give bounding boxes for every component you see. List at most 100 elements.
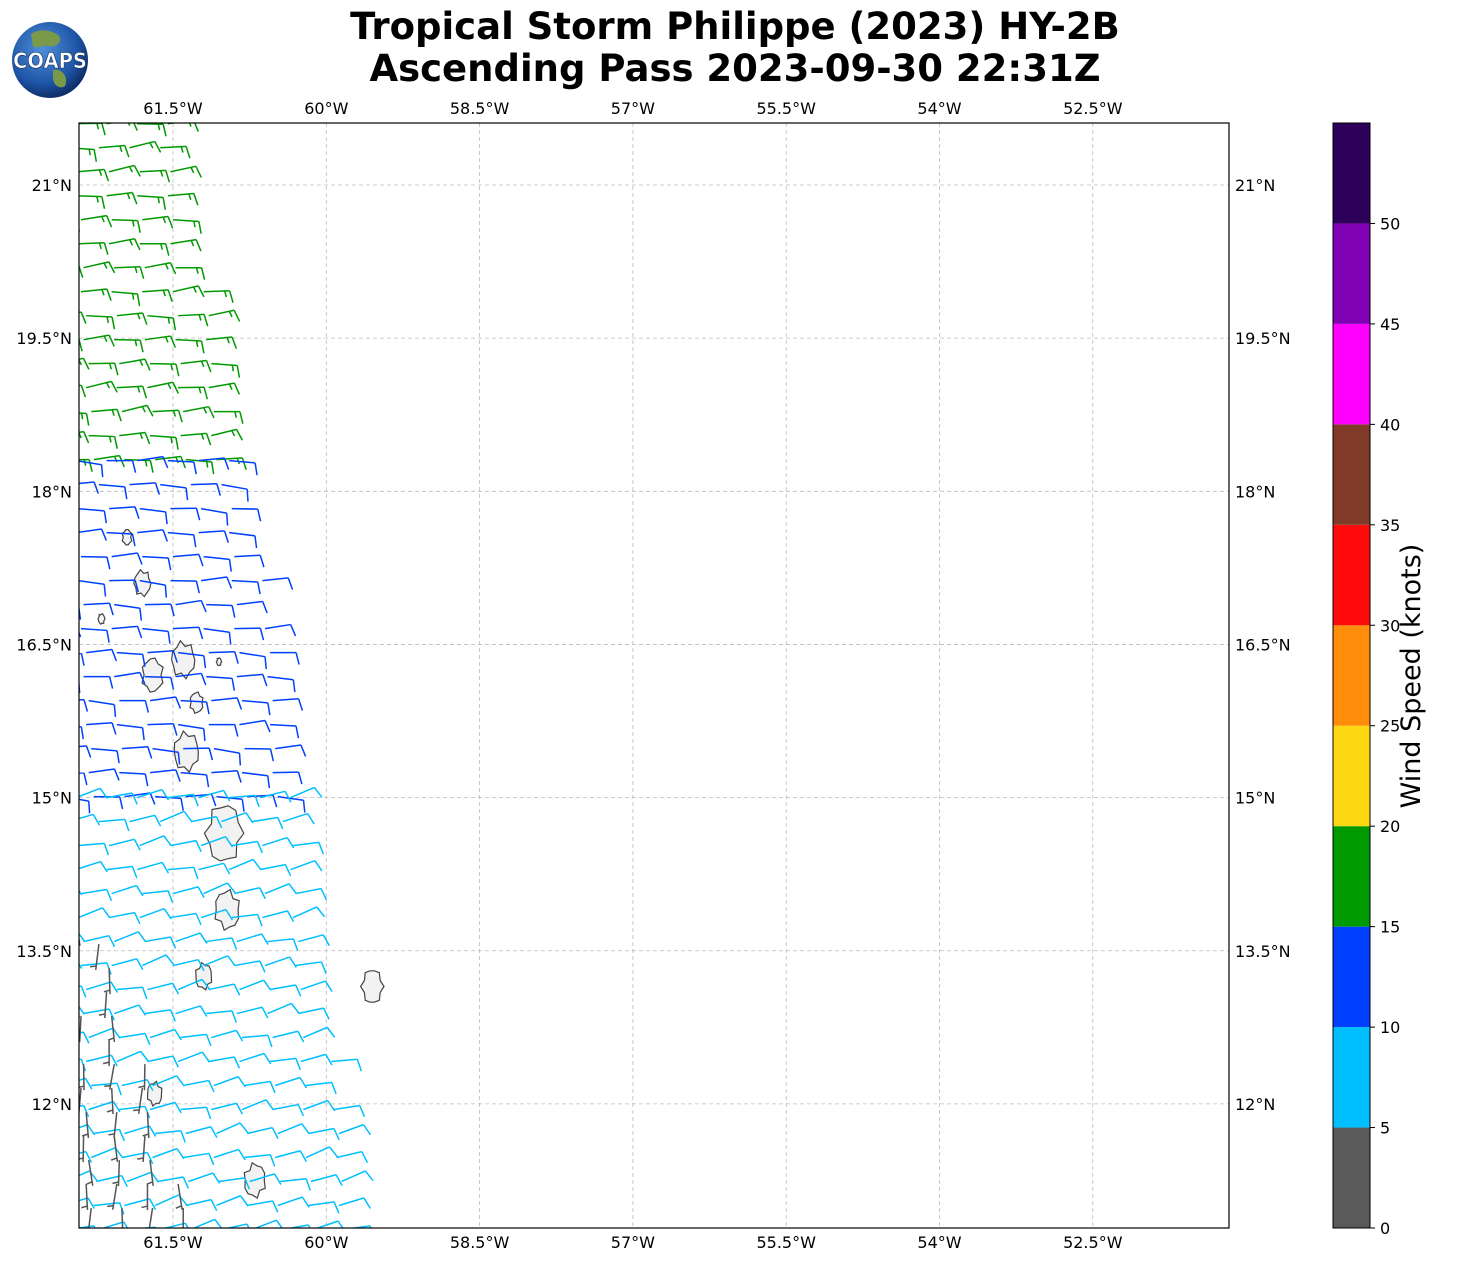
wind-barb — [269, 1057, 302, 1071]
wind-barb — [119, 1032, 151, 1046]
wind-barb — [137, 455, 169, 469]
wind-barb — [79, 311, 87, 324]
wind-barb — [110, 1135, 119, 1162]
wind-barb — [79, 962, 83, 969]
wind-barb — [146, 1159, 154, 1186]
wind-barb — [121, 1078, 154, 1092]
wind-barb — [163, 1222, 189, 1228]
wind-barb — [121, 1151, 154, 1165]
wind-barb — [116, 1050, 149, 1063]
wind-barb — [178, 313, 209, 327]
wind-barb — [88, 1100, 121, 1113]
wind-barb — [79, 412, 90, 426]
wind-barb — [51, 1232, 58, 1258]
wind-barb — [124, 1198, 157, 1210]
wind-barb — [112, 1160, 121, 1187]
lat-tick-label-right: 16.5°N — [1235, 635, 1291, 654]
map-frame — [78, 122, 1230, 1229]
colorbar-tick-label: 45 — [1380, 315, 1400, 334]
wind-barb — [80, 888, 113, 902]
lat-tick-label-right: 19.5°N — [1235, 329, 1291, 348]
wind-barb — [98, 144, 130, 158]
lat-tick-label-left: 18°N — [32, 482, 72, 501]
wind-barb — [236, 933, 269, 945]
wind-barb — [107, 1183, 118, 1210]
wind-barb — [170, 507, 201, 521]
wind-barb — [295, 961, 327, 974]
wind-barb — [246, 1126, 279, 1140]
wind-barb — [190, 483, 222, 496]
wind-barb — [79, 1016, 82, 1043]
wind-barb — [213, 1148, 246, 1161]
wind-barb — [111, 625, 143, 639]
wind-barb — [45, 866, 76, 877]
wind-barb — [270, 651, 300, 665]
lon-tick-label-bottom: 52.5°W — [1063, 1233, 1123, 1252]
wind-barb — [259, 863, 292, 877]
wind-barb — [172, 886, 205, 899]
wind-barb — [38, 992, 45, 1018]
colorbar-tick-label: 0 — [1380, 1219, 1390, 1238]
wind-barb — [86, 1159, 94, 1186]
wind-barb — [85, 981, 119, 993]
wind-barb — [300, 980, 333, 992]
wind-barb — [116, 651, 146, 667]
wind-barb — [86, 648, 118, 662]
wind-barb — [155, 455, 187, 469]
wind-barb — [264, 623, 297, 637]
wind-barb — [79, 242, 109, 255]
colorbar-tick-label: 30 — [1380, 616, 1400, 635]
lat-tick-label-right: 13.5°N — [1235, 942, 1291, 961]
wind-barb — [231, 840, 263, 854]
wind-barb — [144, 675, 175, 690]
wind-barb — [172, 626, 204, 640]
colorbar-tick-label: 35 — [1380, 516, 1400, 535]
wind-barb — [272, 1030, 305, 1043]
wind-barb — [91, 408, 122, 422]
wind-barb — [198, 530, 230, 543]
wind-barb — [259, 790, 292, 803]
wind-barb — [167, 793, 199, 807]
wind-barb — [228, 858, 262, 871]
wind-barb — [170, 165, 202, 178]
wind-barb — [79, 528, 107, 541]
wind-barb — [79, 579, 107, 597]
wind-barb — [45, 460, 74, 472]
wind-barb — [292, 906, 326, 919]
colorbar-frame — [1332, 122, 1371, 1229]
wind-barb — [208, 650, 239, 664]
title-line-2: Ascending Pass 2023-09-30 22:31Z — [369, 47, 1101, 90]
wind-barb — [170, 839, 202, 853]
lat-tick-label-left: 16.5°N — [16, 635, 72, 654]
wind-barb — [79, 302, 80, 306]
wind-barb — [88, 768, 120, 781]
wind-barb — [88, 1027, 121, 1039]
wind-barb — [79, 745, 92, 758]
wind-barb — [200, 908, 234, 921]
wind-barb — [52, 1160, 58, 1186]
wind-barb — [341, 1170, 374, 1183]
wind-barb — [81, 1184, 89, 1211]
wind-barb — [139, 169, 171, 183]
wind-barb — [236, 1006, 269, 1019]
wind-barb — [172, 553, 204, 567]
lon-tick-label-bottom: 61.5°W — [143, 1233, 203, 1252]
wind-barb — [203, 555, 232, 572]
wind-barb — [185, 1198, 218, 1211]
wind-barb — [239, 651, 267, 670]
wind-barb — [183, 1152, 215, 1166]
wind-barb — [104, 1063, 115, 1090]
lat-tick-label-left: 12°N — [32, 1095, 72, 1114]
wind-barb — [160, 483, 189, 501]
wind-barb — [185, 793, 217, 807]
wind-barb — [144, 262, 177, 275]
wind-barb — [300, 1053, 333, 1066]
wind-barb — [253, 1219, 283, 1228]
wind-barb — [137, 194, 167, 210]
wind-barb — [152, 747, 181, 765]
island-shape — [215, 657, 223, 667]
wind-barb — [149, 1101, 182, 1114]
wind-barb — [93, 795, 124, 810]
wind-barb — [262, 910, 295, 923]
wind-barb — [250, 1247, 281, 1258]
